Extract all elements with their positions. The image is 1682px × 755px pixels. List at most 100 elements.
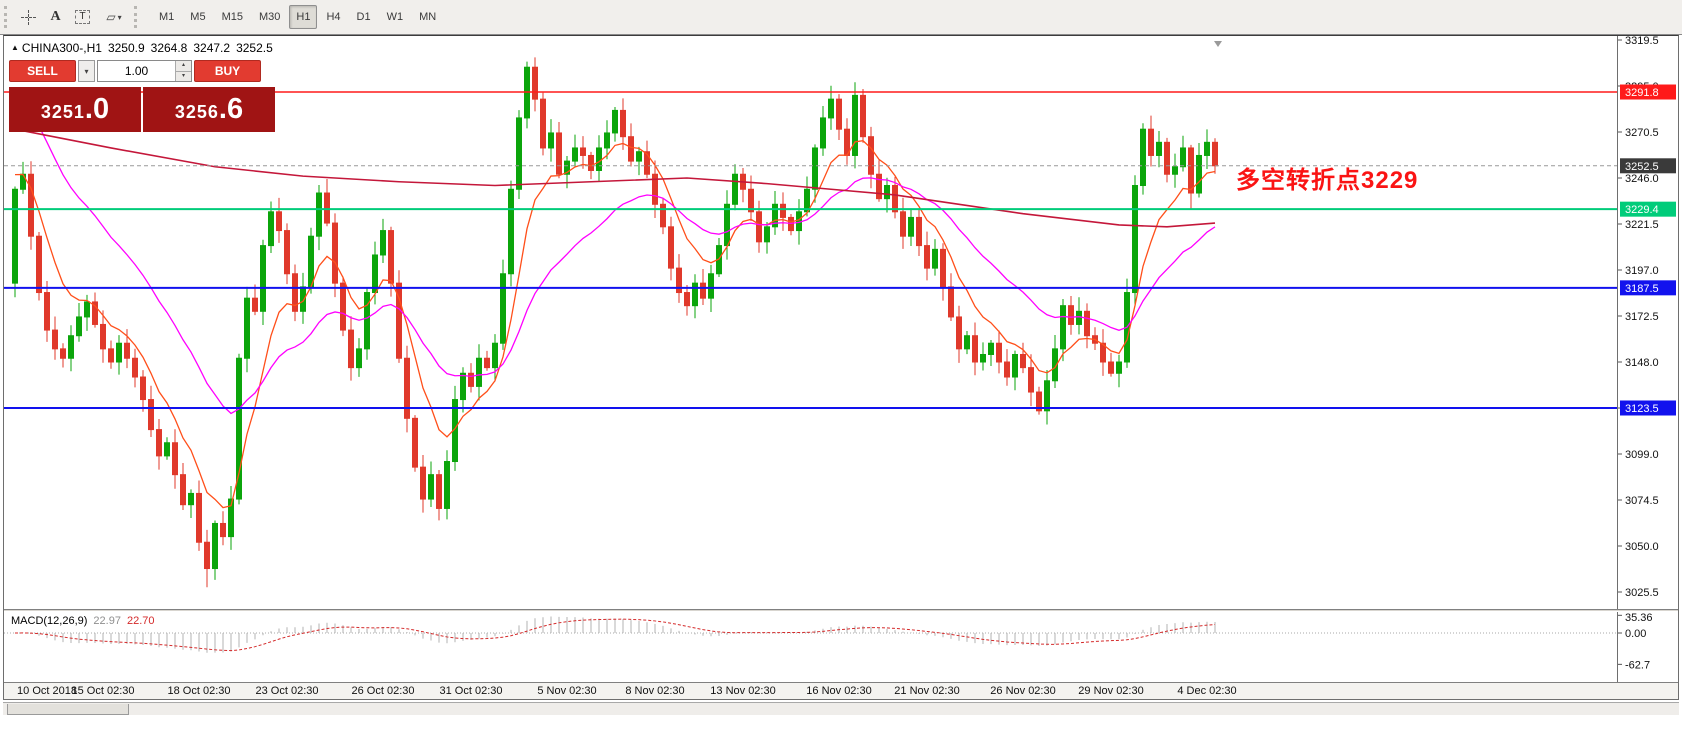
horizontal-lines: [4, 91, 1618, 409]
open-value: 3250.9: [107, 41, 145, 55]
buy-price-display[interactable]: 3256.6: [143, 87, 275, 132]
chart-tab[interactable]: [7, 704, 129, 715]
macd-value: 22.97: [93, 615, 121, 627]
svg-text:3319.5: 3319.5: [1625, 36, 1659, 47]
chart-shift-marker: [1214, 41, 1222, 47]
time-axis-label: 8 Nov 02:30: [625, 685, 685, 697]
svg-text:3291.8: 3291.8: [1625, 87, 1659, 99]
shapes-tool-button[interactable]: ▱ ▾: [96, 4, 132, 30]
svg-text:3099.0: 3099.0: [1625, 449, 1659, 461]
timeframe-button-mn[interactable]: MN: [412, 5, 443, 29]
close-value: 3252.5: [236, 41, 273, 55]
svg-text:3123.5: 3123.5: [1625, 403, 1659, 415]
timeframe-button-m1[interactable]: M1: [152, 5, 181, 29]
candles-layer: [12, 57, 1218, 588]
timeframe-button-h4[interactable]: H4: [319, 5, 347, 29]
price-axis-ticks: 3319.53295.03270.53246.03221.53197.03172…: [1618, 36, 1659, 599]
timeframe-button-m30[interactable]: M30: [252, 5, 287, 29]
svg-text:3074.5: 3074.5: [1625, 495, 1659, 507]
svg-text:3025.5: 3025.5: [1625, 587, 1659, 599]
volume-increase-button[interactable]: ▴: [176, 61, 191, 71]
high-value: 3264.8: [150, 41, 188, 55]
timeframe-button-h1[interactable]: H1: [289, 5, 318, 29]
low-value: 3247.2: [193, 41, 231, 55]
symbol-label: CHINA300-,H1: [21, 41, 102, 55]
one-click-trading-panel: SELL ▾ ▴ ▾ BUY 3251.0: [9, 60, 275, 132]
text-tool-button[interactable]: A: [42, 4, 69, 30]
svg-text:3148.0: 3148.0: [1625, 357, 1659, 369]
order-options-button[interactable]: ▾: [78, 60, 95, 82]
chevron-down-icon: ▾: [84, 66, 89, 76]
svg-text:-62.7: -62.7: [1625, 659, 1650, 671]
text-icon: A: [50, 9, 61, 24]
svg-text:3229.4: 3229.4: [1625, 204, 1659, 216]
volume-spinner: ▴ ▾: [175, 61, 191, 81]
ma-line-slow: [14, 128, 1216, 228]
macd-panel[interactable]: 35.36 0.00 -62.7 MACD(12,26,9) 22.97 22.70: [4, 612, 1678, 682]
sell-price-main: 3251: [40, 102, 85, 122]
buy-price-main: 3256: [174, 102, 219, 122]
time-axis-label: 31 Oct 02:30: [439, 685, 503, 697]
buy-button[interactable]: BUY: [194, 60, 261, 82]
time-axis-label: 18 Oct 02:30: [167, 685, 231, 697]
time-axis-label: 16 Nov 02:30: [806, 685, 872, 697]
sell-price-frac: .0: [84, 93, 110, 125]
macd-indicator-label: MACD(12,26,9) 22.97 22.70: [11, 615, 154, 627]
macd-signal-value: 22.70: [126, 615, 155, 627]
toolbar: A T ▱ ▾ M1 M5 M15 M30 H1 H4 D1 W1 MN: [0, 0, 1682, 35]
symbol-ohlc-header: ▲ CHINA300-,H1 3250.9 3264.8 3247.2 3252.5: [11, 41, 273, 55]
sell-price-display[interactable]: 3251.0: [9, 87, 141, 132]
time-axis-label: 13 Nov 02:30: [710, 685, 776, 697]
chart-marker-icon: ▲: [11, 43, 19, 52]
chevron-down-icon: ▾: [117, 12, 122, 22]
svg-text:3050.0: 3050.0: [1625, 541, 1659, 553]
svg-text:3172.5: 3172.5: [1625, 311, 1659, 323]
toolbar-grip[interactable]: [4, 6, 11, 28]
macd-splitter[interactable]: [4, 609, 1678, 612]
timeframe-button-m5[interactable]: M5: [183, 5, 212, 29]
svg-text:3221.5: 3221.5: [1625, 219, 1659, 231]
buy-price-frac: .6: [218, 93, 244, 125]
ma-line-fast: [14, 140, 1216, 509]
time-axis-label: 23 Oct 02:30: [255, 685, 319, 697]
timeframe-button-m15[interactable]: M15: [215, 5, 250, 29]
text-label-tool-button[interactable]: T: [69, 4, 96, 30]
moving-averages: [14, 93, 1216, 509]
timeframe-button-w1[interactable]: W1: [380, 5, 411, 29]
macd-title: MACD(12,26,9): [11, 615, 88, 627]
svg-text:3246.0: 3246.0: [1625, 173, 1659, 185]
time-axis[interactable]: 10 Oct 2018 15 Oct 02:30 18 Oct 02:30 23 Oc…: [4, 682, 1678, 699]
time-axis-label: 26 Oct 02:30: [351, 685, 415, 697]
macd-chart[interactable]: 35.36 0.00 -62.7: [4, 612, 1678, 682]
toolbar-grip[interactable]: [134, 6, 141, 28]
svg-text:0.00: 0.00: [1625, 628, 1646, 640]
crosshair-icon: [21, 9, 36, 25]
chart-window: 3319.53295.03270.53246.03221.53197.03172…: [3, 35, 1679, 700]
time-axis-label: 21 Nov 02:30: [894, 685, 960, 697]
volume-decrease-button[interactable]: ▾: [176, 70, 191, 81]
chart-area[interactable]: 3319.53295.03270.53246.03221.53197.03172…: [4, 36, 1678, 609]
macd-signal-line: [14, 618, 1216, 652]
time-axis-label: 29 Nov 02:30: [1078, 685, 1144, 697]
chart-text-annotation: 多空转折点3229: [1236, 167, 1419, 194]
volume-field: ▴ ▾: [97, 60, 192, 82]
svg-text:3197.0: 3197.0: [1625, 265, 1659, 277]
sell-button[interactable]: SELL: [9, 60, 76, 82]
svg-text:3270.5: 3270.5: [1625, 127, 1659, 139]
time-axis-label: 15 Oct 02:30: [71, 685, 135, 697]
shapes-icon: ▱: [106, 10, 116, 24]
text-label-icon: T: [75, 10, 90, 24]
crosshair-tool-button[interactable]: [15, 4, 42, 30]
chart-tab-bar: [3, 702, 1679, 715]
time-axis-label: 4 Dec 02:30: [1177, 685, 1237, 697]
timeframe-toolbar: M1 M5 M15 M30 H1 H4 D1 W1 MN: [151, 5, 444, 29]
price-badges: 3291.8 3229.4 3187.5 3123.5 3252.5: [1620, 84, 1676, 416]
time-axis-label: 5 Nov 02:30: [537, 685, 597, 697]
timeframe-button-d1[interactable]: D1: [350, 5, 378, 29]
time-axis-label: 26 Nov 02:30: [990, 685, 1056, 697]
svg-text:3187.5: 3187.5: [1625, 283, 1659, 295]
volume-input[interactable]: [98, 61, 175, 81]
svg-text:3252.5: 3252.5: [1625, 161, 1659, 173]
time-axis-label: 10 Oct 2018: [17, 685, 77, 697]
